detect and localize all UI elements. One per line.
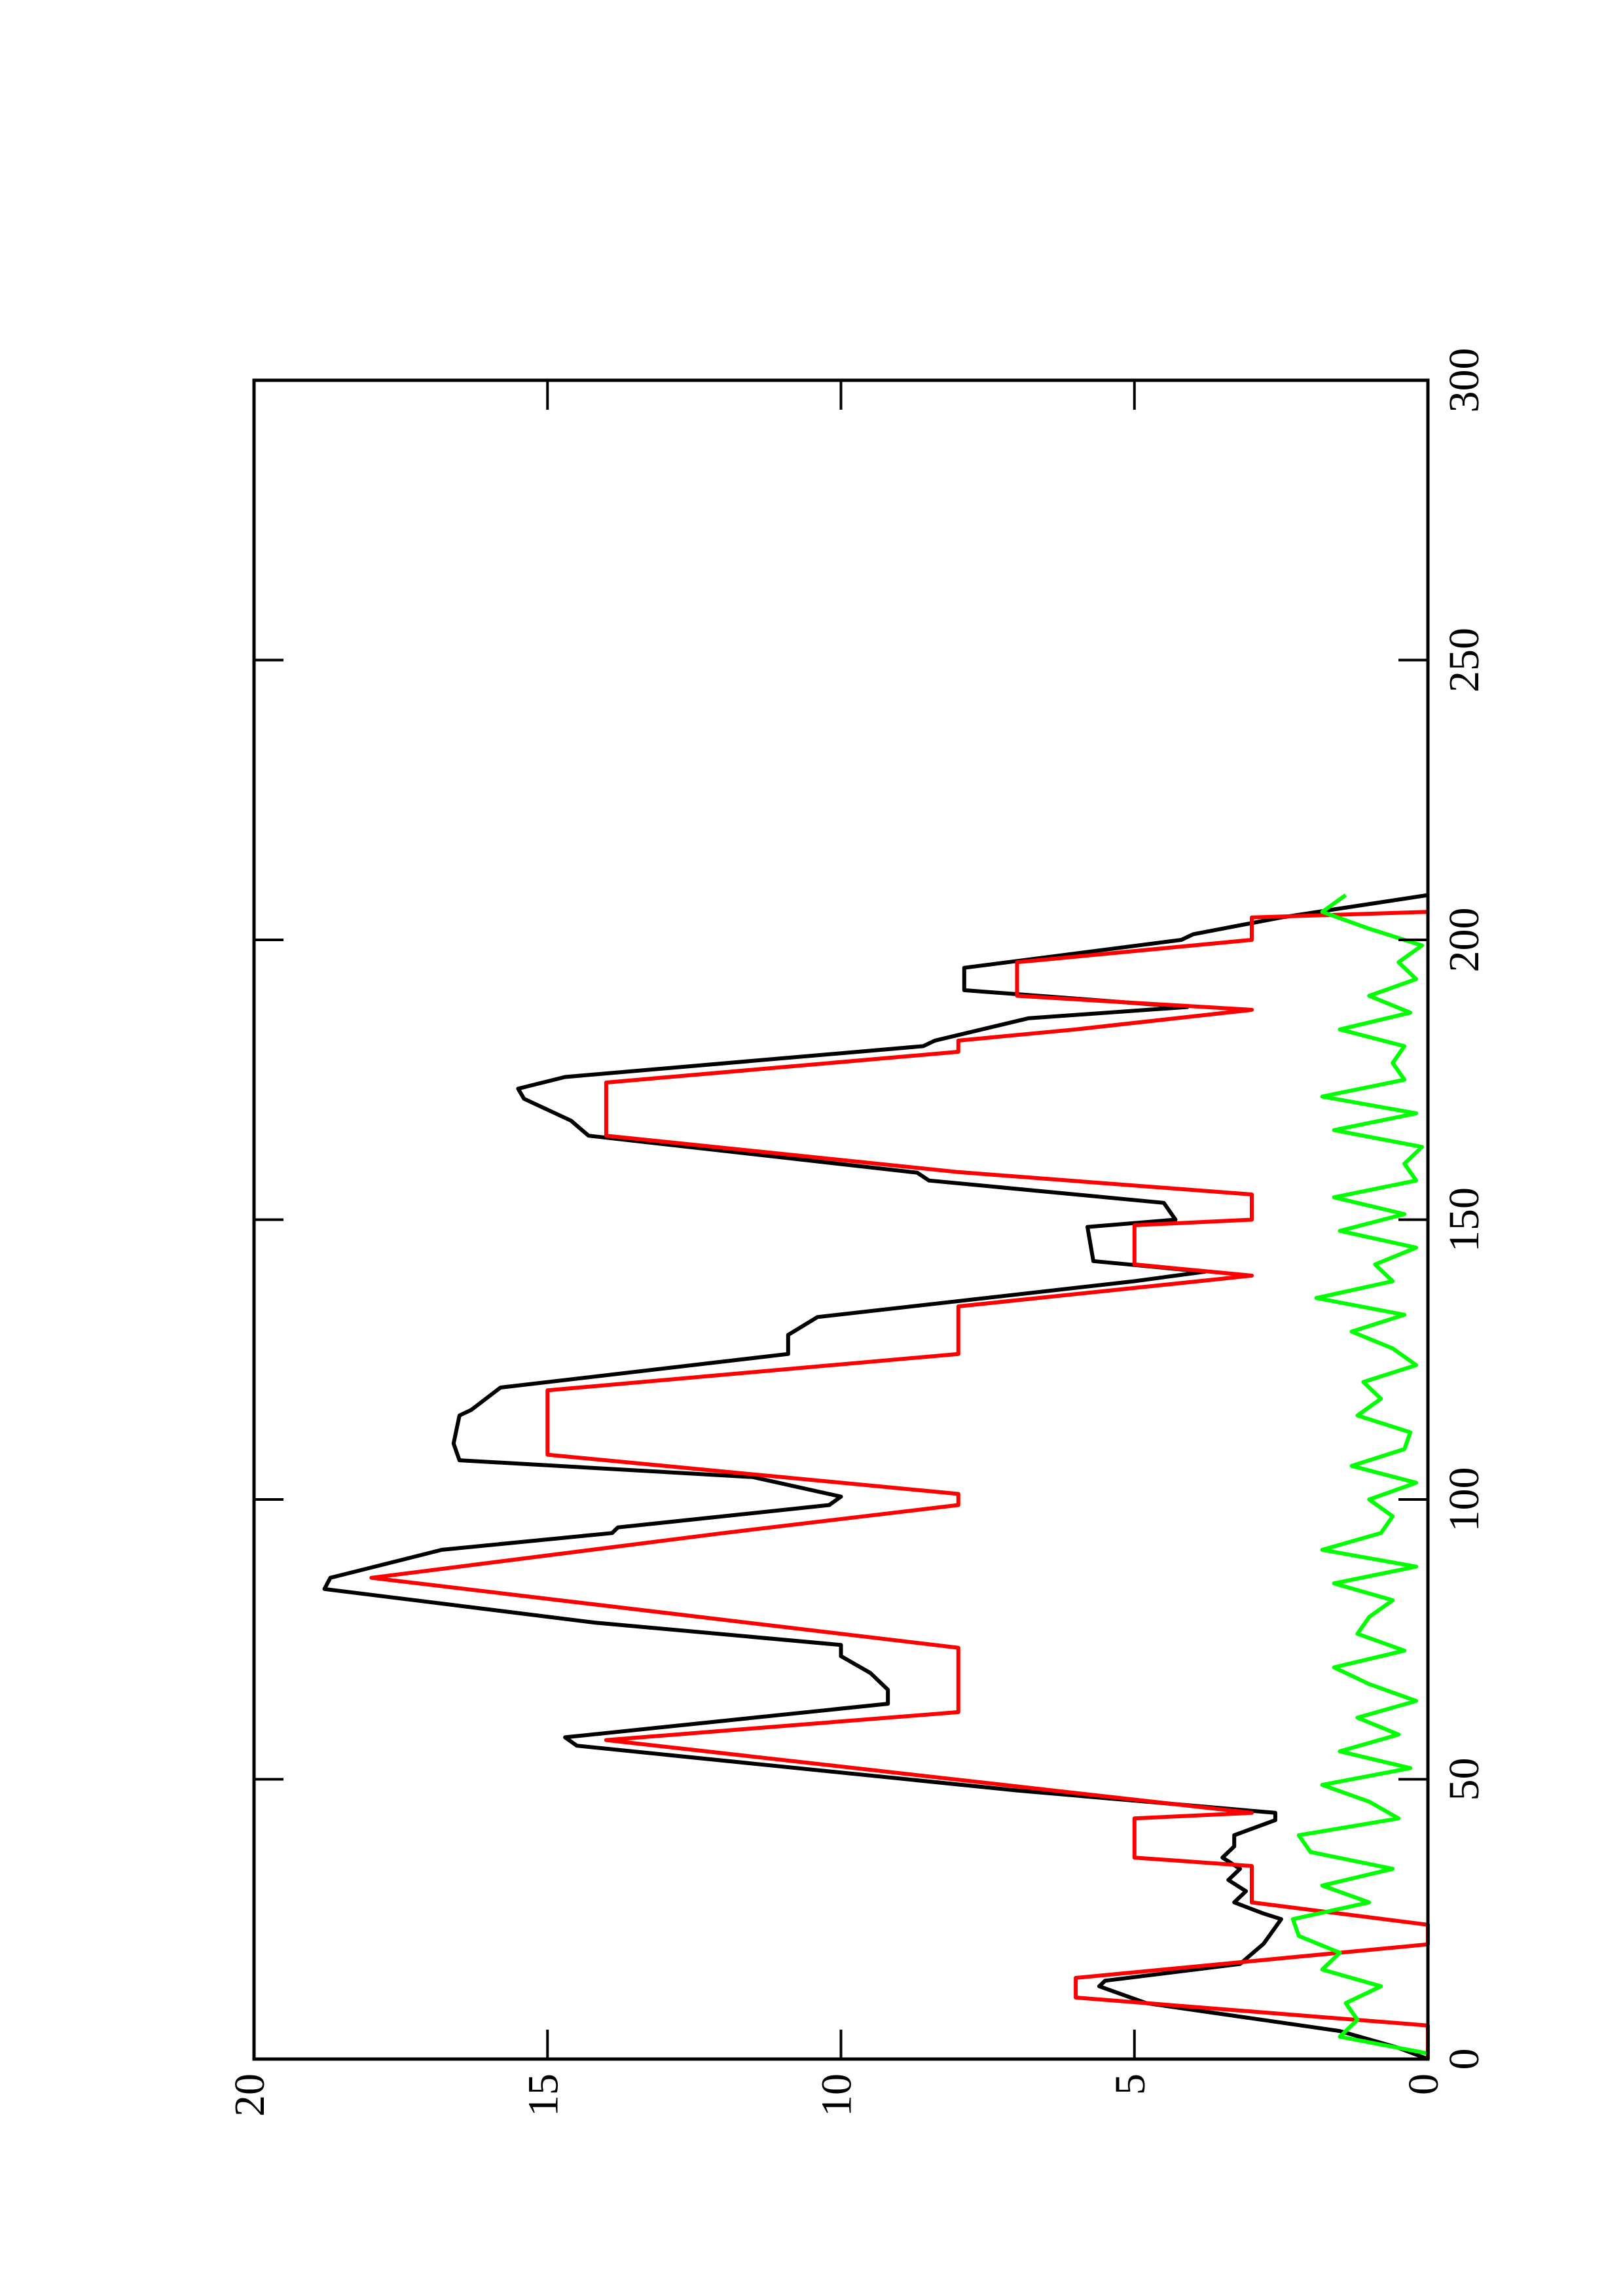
y-tick-label: 15 (519, 2073, 567, 2117)
x-tick-label: 250 (1440, 628, 1488, 692)
rotated-chart: 0 50 100 150 200 250 300 0 5 10 15 20 (226, 348, 1488, 2117)
x-tick-label: 200 (1440, 908, 1488, 973)
x-tick-label: 0 (1440, 2049, 1488, 2070)
y-tick-label: 10 (813, 2073, 861, 2117)
data-line (1290, 893, 1429, 2056)
y-tick-label: 20 (226, 2073, 274, 2117)
x-tick-label: 100 (1440, 1467, 1488, 1532)
y-tick-label: 5 (1106, 2073, 1154, 2095)
x-tick-label: 150 (1440, 1187, 1488, 1252)
data-line (322, 893, 1429, 2061)
x-tick-label: 300 (1440, 348, 1488, 413)
x-tick-label: 50 (1440, 1758, 1488, 1801)
data-line (369, 910, 1430, 2059)
y-tick-label: 0 (1400, 2073, 1448, 2095)
